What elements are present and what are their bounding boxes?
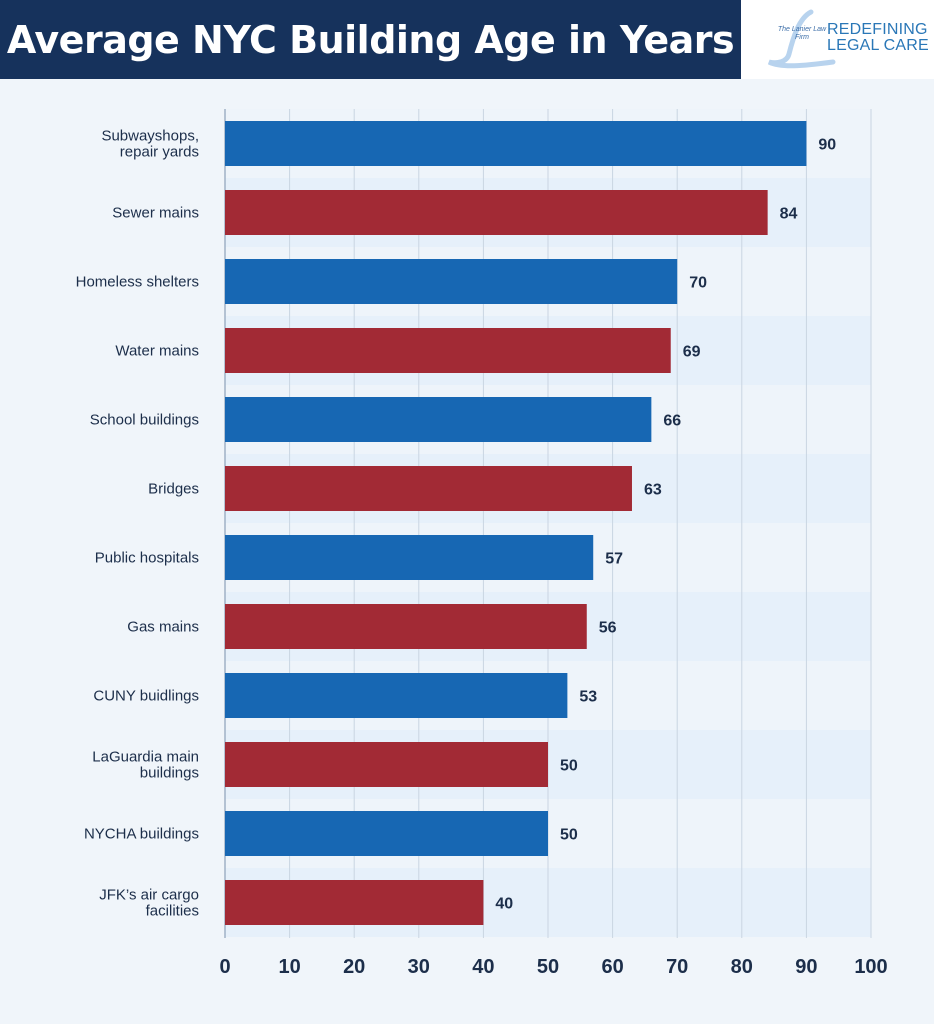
value-labels: 90 84 70 69 66 63 57 56 53 50 50 40	[495, 137, 836, 913]
category-label: Subwayshops, repair yards	[101, 128, 199, 161]
value-label: 40	[495, 896, 513, 913]
category-label: CUNY buidlings	[93, 688, 199, 705]
x-tick-label: 10	[278, 956, 300, 978]
value-label: 56	[599, 620, 617, 637]
category-label: LaGuardia main buildings	[92, 749, 199, 782]
bar-chart: 90 84 70 69 66 63 57 56 53 50 50 40 Subwayshops, rep…	[76, 109, 888, 978]
firm-tagline: REDEFINING LEGAL CARE	[827, 22, 932, 54]
bar	[225, 466, 632, 511]
category-label: Homeless shelters	[76, 274, 199, 291]
grid-lines	[224, 109, 872, 938]
x-tick-label: 60	[601, 956, 623, 978]
value-label: 70	[689, 275, 707, 292]
bar	[225, 121, 807, 166]
x-tick-label: 20	[343, 956, 365, 978]
x-tick-label: 40	[472, 956, 494, 978]
firm-name: The Lanier Law Firm	[777, 26, 827, 41]
value-label: 63	[644, 482, 662, 499]
bar	[225, 190, 768, 235]
category-label: JFK’s air cargo facilities	[99, 887, 199, 920]
value-label: 53	[579, 689, 597, 706]
bar	[225, 673, 568, 718]
bar	[225, 811, 548, 856]
firm-logo: The Lanier Law Firm REDEFINING LEGAL CAR…	[741, 0, 934, 79]
category-label: Public hospitals	[95, 550, 199, 567]
bar	[225, 604, 587, 649]
category-label: School buildings	[90, 412, 199, 429]
bar	[225, 535, 594, 580]
value-label: 66	[663, 413, 681, 430]
category-labels: Subwayshops, repair yards Sewer mains Homel…	[76, 128, 199, 920]
bar	[225, 328, 671, 373]
category-label: Sewer mains	[112, 205, 199, 222]
tagline-line-2: LEGAL CARE	[827, 37, 929, 54]
bar	[225, 880, 484, 925]
value-label: 50	[560, 758, 578, 775]
category-label: NYCHA buildings	[84, 826, 199, 843]
bar	[225, 397, 652, 442]
value-label: 84	[780, 206, 798, 223]
x-tick-label: 0	[219, 956, 230, 978]
value-label: 50	[560, 827, 578, 844]
chart-header: Average NYC Building Age in Years	[0, 0, 741, 79]
x-tick-label: 80	[731, 956, 753, 978]
category-label: Bridges	[148, 481, 199, 498]
category-label: Gas mains	[127, 619, 199, 636]
bar	[225, 259, 678, 304]
x-tick-label: 70	[666, 956, 688, 978]
value-label: 57	[605, 551, 623, 568]
x-tick-label: 50	[537, 956, 559, 978]
value-label: 90	[818, 137, 836, 154]
lanier-logo-icon	[767, 9, 836, 69]
tagline-line-1: REDEFINING	[827, 21, 928, 38]
x-tick-label: 90	[795, 956, 817, 978]
bars	[225, 121, 807, 925]
value-label: 69	[683, 344, 701, 361]
x-tick-label: 100	[854, 956, 887, 978]
x-tick-label: 30	[408, 956, 430, 978]
category-label: Water mains	[115, 343, 199, 360]
x-tick-labels: 0 10 20 30 40 50 60 70 80 90 100	[219, 956, 887, 978]
bar	[225, 742, 548, 787]
chart-title: Average NYC Building Age in Years	[6, 17, 735, 62]
